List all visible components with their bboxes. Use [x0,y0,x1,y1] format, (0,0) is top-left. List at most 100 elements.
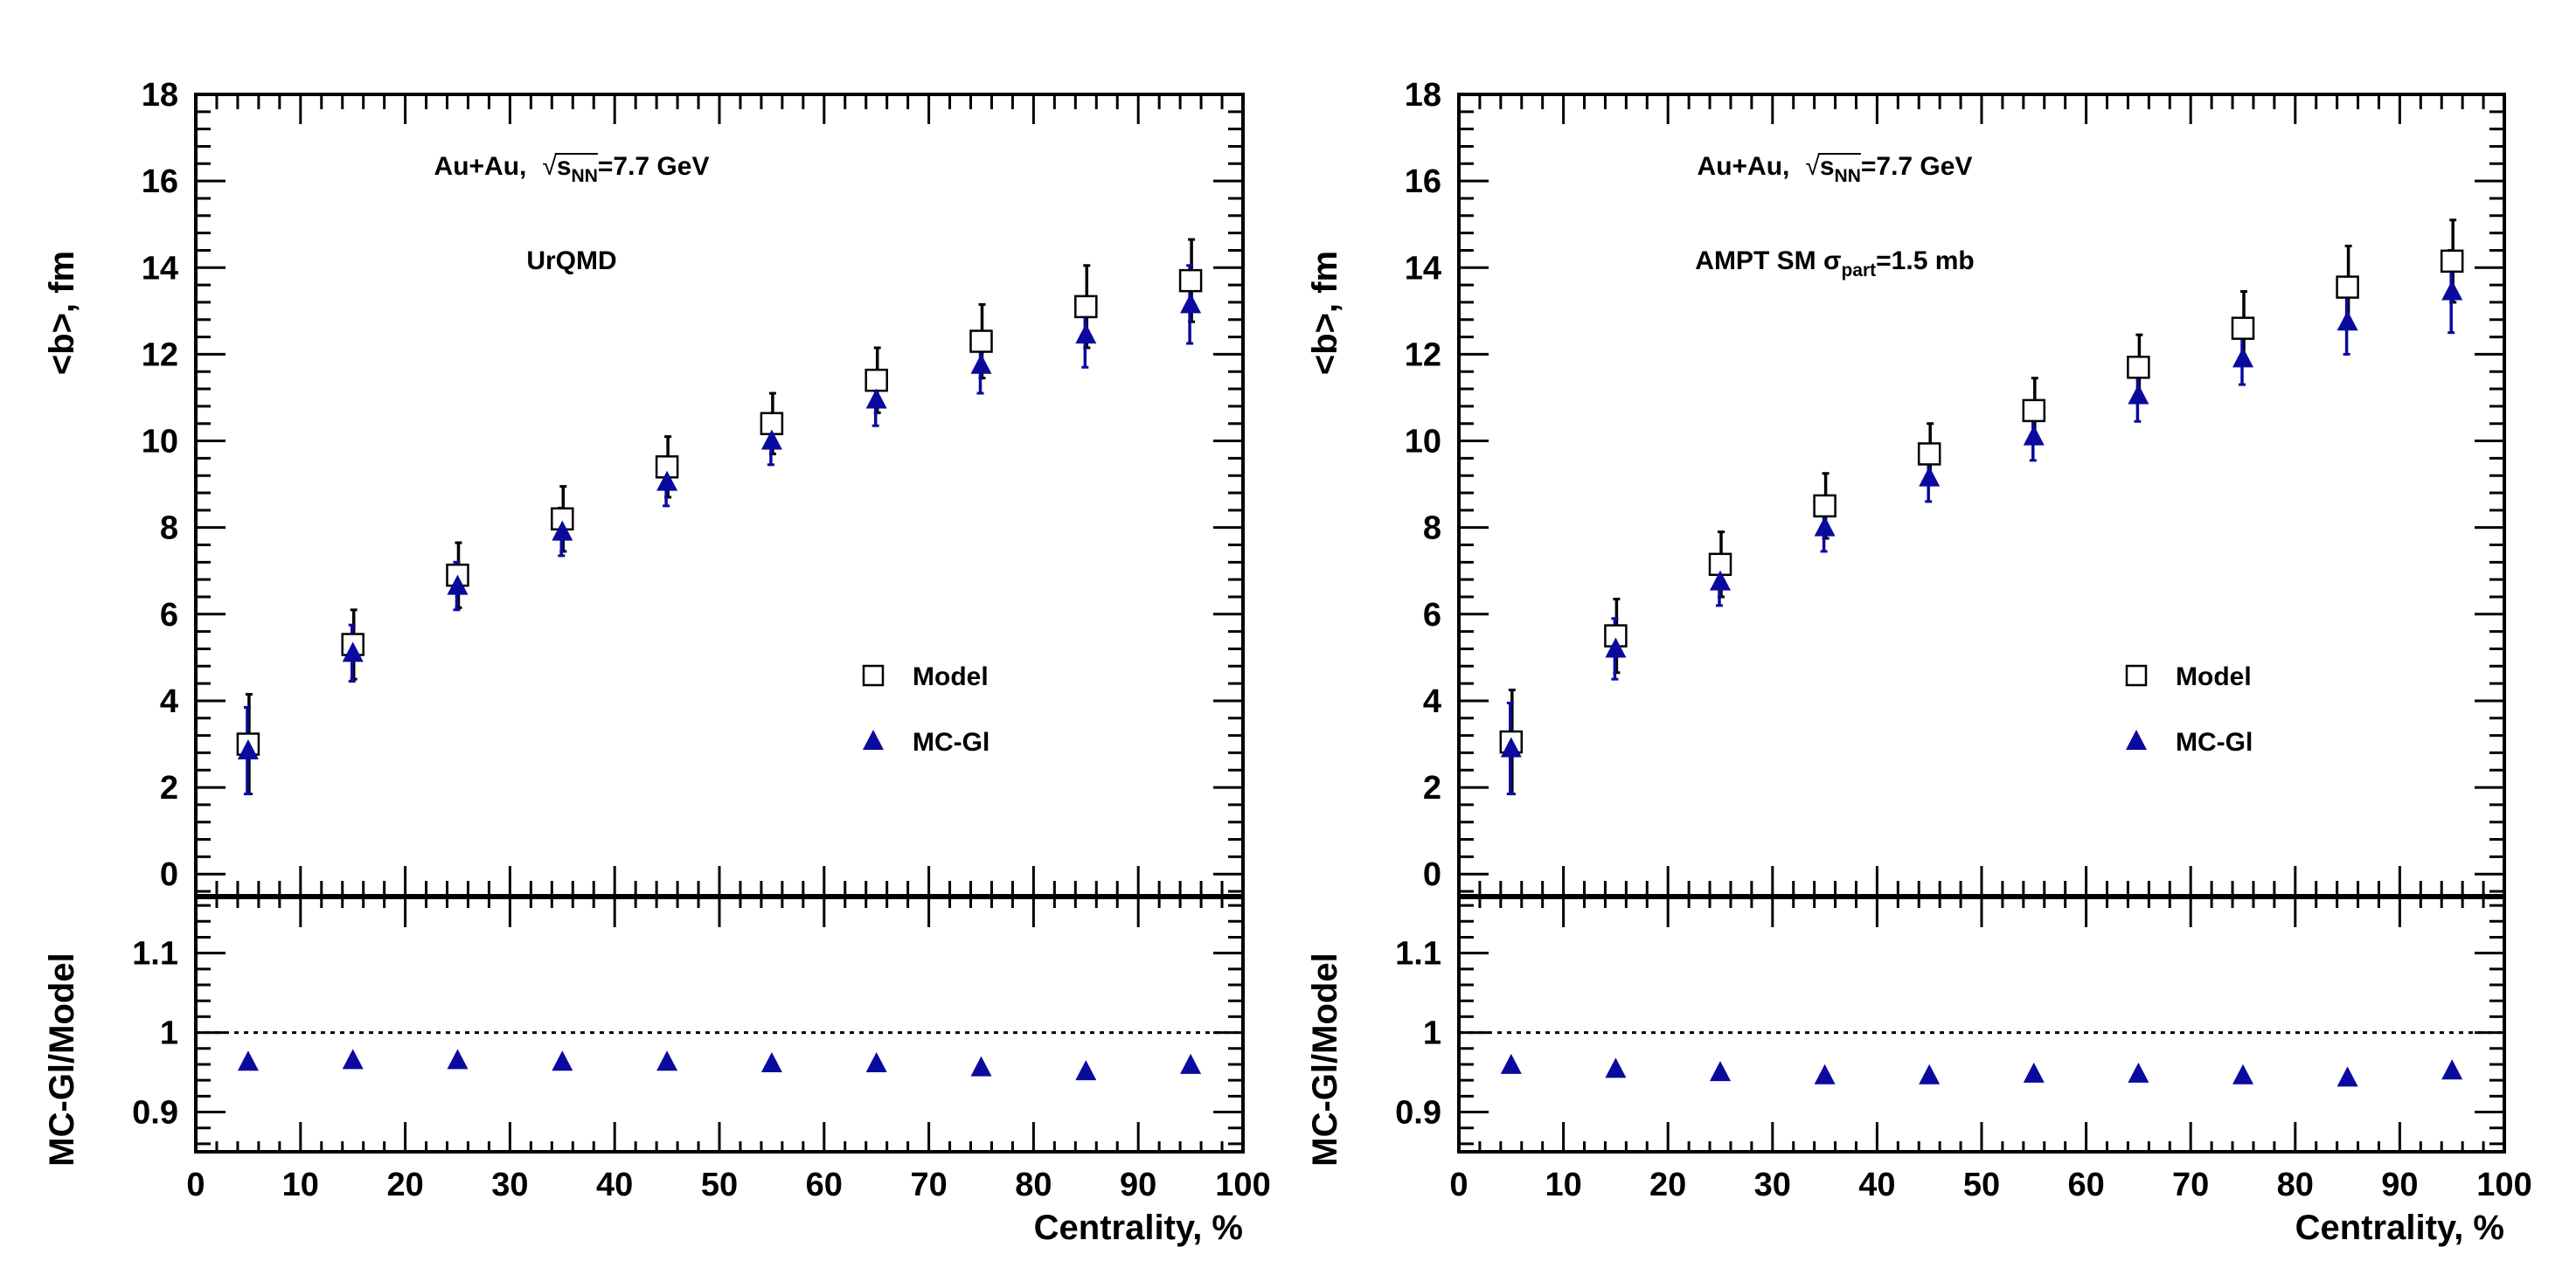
x-tick-label: 100 [2476,1167,2531,1203]
chart-panel-right: 0 2 4 6 8 10 12 14 16 18 0 10 20 30 40 50 60 70 80 90 100 0.9… [1306,77,2532,1247]
ratio-point [760,1052,782,1073]
data-point-mcgl [1814,516,1836,537]
y-tick-label: 14 [1405,250,1441,287]
data-point-model [1917,442,1941,466]
x-tick-label: 60 [2067,1167,2104,1203]
y-tick-label: 0 [160,856,178,893]
data-point-mcgl [552,520,573,541]
x-tick-label: 100 [1215,1167,1270,1203]
ratio-y-tick-label: 1 [1423,1015,1441,1052]
data-point-model [1604,624,1628,648]
y-tick-label: 12 [1405,336,1441,373]
y-tick-label: 0 [1423,856,1441,893]
y-axis-title: <b>, fm [43,251,81,375]
y-tick-label: 18 [142,77,178,114]
data-point-mcgl [2441,280,2463,301]
data-point-mcgl [1919,466,1941,487]
y-tick-label: 12 [142,336,178,373]
data-point-model [2440,249,2464,274]
ratio-point [1605,1057,1627,1078]
data-point-mcgl [1710,570,1731,591]
x-tick-label: 60 [806,1167,843,1203]
ratio-point [1710,1061,1731,1082]
ratio-point [970,1056,992,1077]
ratio-plot-frame [194,896,1245,1154]
x-tick-label: 0 [1449,1167,1468,1203]
ratio-point [237,1050,259,1071]
x-tick-label: 90 [1120,1167,1156,1203]
x-tick-label: 70 [2172,1167,2209,1203]
annotation-model: UrQMD [526,246,616,275]
legend-label-model: Model [2176,662,2252,691]
x-tick-label: 0 [186,1167,205,1203]
legend-marker-mcgl [2126,730,2147,750]
ratio-point [1919,1064,1941,1084]
data-point-model [2127,356,2150,379]
x-tick-label: 80 [1015,1167,1052,1203]
annotation-model-name: UrQMD [526,246,616,275]
x-axis-title: Centrality, % [2295,1209,2504,1247]
ratio-point [656,1050,678,1071]
ratio-y-tick-label: 1 [160,1015,178,1052]
y-tick-label: 8 [160,510,178,547]
data-point-model [969,329,993,353]
legend-marker-model [862,664,885,687]
data-point-model [1178,268,1203,293]
ratio-point [1500,1053,1522,1074]
ratio-point [2128,1062,2149,1083]
data-point-mcgl [656,470,678,491]
y-tick-label: 16 [142,163,178,200]
ratio-y-tick-label: 1.1 [132,936,178,973]
x-tick-label: 30 [491,1167,528,1203]
annotation-energy-sub: NN [572,166,598,186]
data-point-model [1074,294,1098,319]
sqrt-symbol: √ [542,152,557,181]
ratio-plot-frame [1457,896,2506,1154]
y-tick-label: 18 [1405,77,1441,114]
annotation-model-name: AMPT SM σ [1695,246,1841,275]
legend-marker-model [2125,664,2148,687]
y-tick-label: 8 [1423,510,1441,547]
data-point-mcgl [447,574,469,595]
data-point-model [2022,398,2046,423]
annotation-system: Au+Au, [1698,152,1790,181]
data-point-mcgl [865,388,887,409]
ratio-y-tick-label: 0.9 [1395,1095,1441,1132]
data-point-mcgl [2232,347,2253,368]
y-tick-label: 10 [1405,424,1441,461]
y-axis-title: <b>, fm [1306,251,1344,375]
data-point-mcgl [2023,425,2045,446]
annotation-energy-value: =7.7 GeV [1861,152,1973,181]
data-point-mcgl [1605,637,1627,658]
legend-marker-mcgl [863,730,884,750]
y-tick-label: 16 [1405,163,1441,200]
annotation-energy-prefix: s [1820,152,1835,181]
y-tick-label: 6 [1423,597,1441,634]
annotation-energy-value: =7.7 GeV [598,152,710,181]
ratio-point [552,1050,573,1071]
annotation-system: Au+Au, [434,152,527,181]
ratio-point [447,1049,469,1070]
annotation-system-energy: Au+Au, √sNN=7.7 GeV [434,152,710,186]
data-point-mcgl [970,353,992,374]
data-point-mcgl [1075,323,1097,344]
x-tick-label: 40 [1858,1167,1895,1203]
y-tick-label: 14 [142,250,178,287]
x-tick-label: 20 [1649,1167,1686,1203]
x-tick-label: 50 [1963,1167,2000,1203]
y-tick-label: 2 [1423,770,1441,807]
ratio-point [2232,1064,2253,1084]
x-axis-title: Centrality, % [1034,1209,1243,1247]
annotation-energy-prefix: s [557,152,572,181]
x-tick-label: 90 [2381,1167,2418,1203]
y-tick-label: 4 [160,683,178,720]
x-tick-label: 80 [2277,1167,2314,1203]
main-plot-frame [1457,93,2506,897]
sqrt-symbol: √ [1805,152,1820,181]
ratio-point [342,1049,364,1070]
data-point-mcgl [2128,384,2149,405]
data-point-mcgl [760,429,782,450]
ratio-point [1814,1064,1836,1084]
x-tick-label: 40 [596,1167,633,1203]
